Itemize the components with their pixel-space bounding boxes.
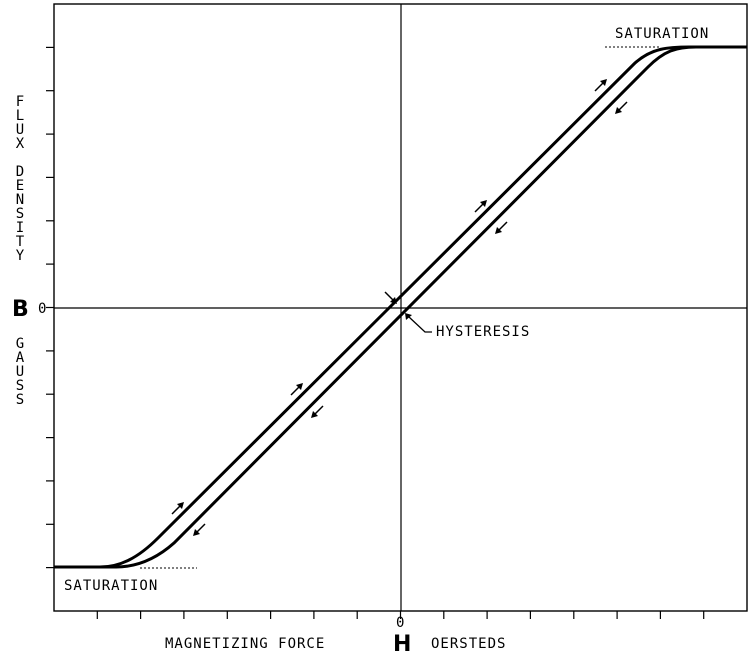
arrow-up-right-upper	[594, 79, 607, 92]
arrow-up-right-mid-upper	[474, 200, 487, 213]
saturation-top-label: SATURATION	[615, 26, 709, 42]
saturation-bottom-label: SATURATION	[64, 578, 158, 594]
arrow-up-right-mid-lower	[290, 383, 303, 396]
curve-branch-decreasing	[54, 45, 747, 569]
y-ticks	[46, 46, 54, 569]
arrow-down-left-mid-lower	[311, 405, 324, 418]
y-axis-symbol: B	[12, 297, 29, 322]
x-axis-symbol: H	[393, 632, 411, 655]
arrow-down-left-lower	[193, 523, 206, 536]
arrow-down-left-upper	[615, 101, 628, 114]
x-axis-title-suffix: OERSTEDS	[431, 636, 506, 652]
hysteresis-label: HYSTERESIS	[436, 324, 530, 340]
x-ticks	[96, 611, 705, 619]
arrow-up-right-lower	[171, 502, 184, 515]
arrow-center-into-gap	[384, 291, 397, 304]
y-zero-label: 0	[38, 301, 47, 317]
arrow-down-left-mid-upper	[495, 221, 508, 234]
hysteresis-pointer	[405, 313, 432, 333]
x-zero-label: 0	[396, 615, 405, 631]
x-axis-title-prefix: MAGNETIZING FORCE	[165, 636, 325, 652]
